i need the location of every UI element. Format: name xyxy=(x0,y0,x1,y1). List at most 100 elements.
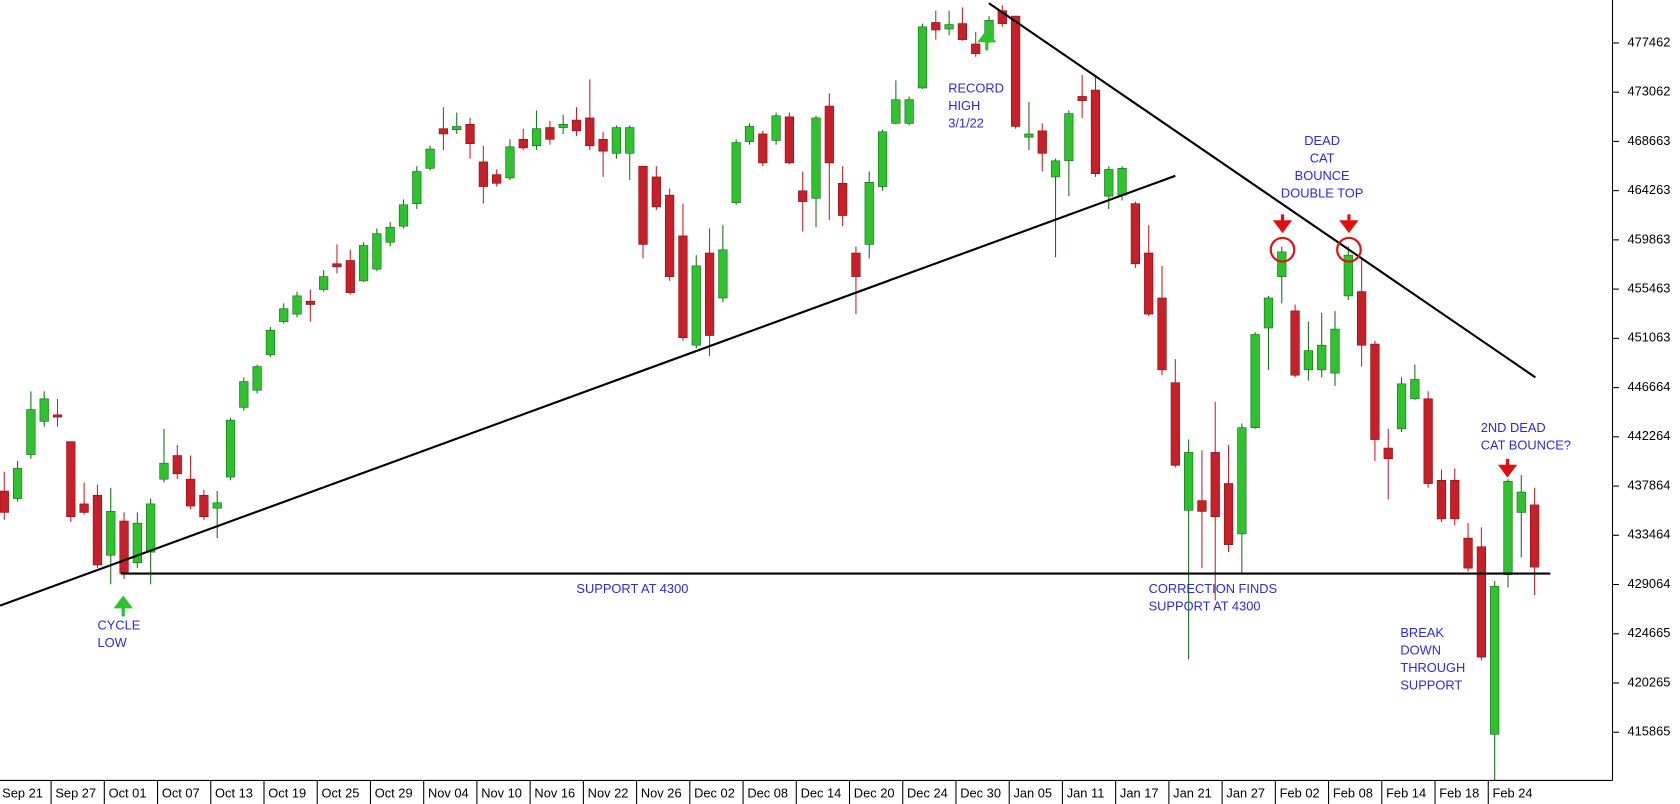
candle-body xyxy=(1037,130,1047,154)
candle-body xyxy=(997,10,1007,24)
candle-body xyxy=(1317,344,1327,371)
candle-body xyxy=(731,142,741,203)
candle-body xyxy=(159,462,169,480)
x-tick-label: Feb 02 xyxy=(1280,786,1320,801)
x-tick-label: Oct 01 xyxy=(109,786,147,801)
highlight-circle xyxy=(1269,236,1296,263)
candle-body xyxy=(665,194,675,277)
candle-body xyxy=(1277,251,1287,277)
candle-body xyxy=(1530,504,1540,568)
candle-body xyxy=(52,414,63,418)
annotation: DEAD xyxy=(1304,133,1340,148)
candle-body xyxy=(864,181,874,245)
candle-body xyxy=(1223,483,1234,545)
candle-body xyxy=(1370,343,1380,440)
candle-body xyxy=(252,366,262,391)
candle-body xyxy=(1383,447,1393,460)
candle-body xyxy=(824,105,834,164)
down-arrow xyxy=(1339,214,1359,234)
candle-body xyxy=(678,235,688,339)
x-tick-label: Oct 29 xyxy=(375,786,413,801)
x-tick-label: Jan 21 xyxy=(1173,786,1212,801)
candle-body xyxy=(957,23,968,40)
candle-body xyxy=(1077,96,1087,102)
candle-body xyxy=(1064,113,1074,162)
x-tick-label: Dec 02 xyxy=(694,786,735,801)
candle-body xyxy=(798,190,808,202)
candle-body xyxy=(505,146,515,179)
x-tick-label: Sep 27 xyxy=(55,786,96,801)
candle-body xyxy=(1423,398,1433,484)
candle-body xyxy=(891,99,901,124)
annotation: RECORD xyxy=(948,80,1004,95)
y-tick-label: 424665 xyxy=(1627,625,1670,640)
y-tick-label: 437864 xyxy=(1627,477,1670,492)
y-tick-label: 429064 xyxy=(1627,576,1670,591)
candle-body xyxy=(1250,334,1260,429)
annotation: THROUGH xyxy=(1400,660,1465,675)
candle-body xyxy=(1144,252,1154,315)
candle-body xyxy=(917,26,928,89)
x-tick-label: Sep 21 xyxy=(2,786,43,801)
candle-body xyxy=(784,116,795,164)
x-tick-label: Dec 14 xyxy=(801,786,842,801)
candle-body xyxy=(185,478,196,507)
candle-body xyxy=(904,99,914,124)
y-tick-label: 468663 xyxy=(1627,133,1670,148)
annotation: SUPPORT xyxy=(1400,677,1462,692)
annotation: DOUBLE TOP xyxy=(1281,185,1363,200)
candle-body xyxy=(12,468,23,499)
candle-body xyxy=(744,126,755,142)
annotation: CAT BOUNCE? xyxy=(1481,438,1571,453)
candle-body xyxy=(319,276,329,290)
candle-body xyxy=(1011,15,1021,127)
candle-body xyxy=(492,174,502,184)
candle-body xyxy=(518,138,528,149)
x-tick-label: Nov 10 xyxy=(481,786,522,801)
trend-line xyxy=(0,174,1176,607)
candle-body xyxy=(26,409,36,455)
candle-body xyxy=(545,127,555,140)
annotation: DOWN xyxy=(1400,642,1441,657)
annotation: BOUNCE xyxy=(1295,168,1350,183)
candle-body xyxy=(611,127,622,154)
candle-body xyxy=(305,300,315,305)
y-tick-label: 420265 xyxy=(1627,674,1670,689)
candle-body xyxy=(1290,310,1300,376)
candle-body xyxy=(638,165,648,245)
candle-body xyxy=(931,22,941,31)
candle-body xyxy=(372,233,382,270)
candle-body xyxy=(292,295,302,315)
y-tick-label: 446664 xyxy=(1627,379,1670,394)
candle-body xyxy=(851,252,861,277)
y-tick-label: 459863 xyxy=(1627,231,1670,246)
annotation: 3/1/22 xyxy=(948,115,984,130)
candle-body xyxy=(1170,382,1180,466)
candle-body xyxy=(79,503,89,513)
x-tick-label: Jan 11 xyxy=(1067,786,1105,801)
candle-body xyxy=(66,441,76,518)
candle-body xyxy=(398,204,409,227)
candle-body xyxy=(279,308,289,322)
candle-body xyxy=(1476,546,1486,658)
x-tick-label: Nov 26 xyxy=(641,786,682,801)
x-tick-label: Feb 08 xyxy=(1333,786,1373,801)
down-arrow xyxy=(1272,214,1293,234)
candle-body xyxy=(172,455,182,475)
x-tick-label: Oct 07 xyxy=(162,786,200,801)
candle-body xyxy=(1490,586,1500,735)
annotation: BREAK xyxy=(1400,625,1444,640)
annotation: CYCLE xyxy=(98,617,141,632)
candle-body xyxy=(1210,452,1220,518)
candle-body xyxy=(146,503,156,553)
y-tick-label: 473062 xyxy=(1627,84,1670,99)
candle-body xyxy=(718,249,728,299)
candle-body xyxy=(1516,491,1526,513)
candle-body xyxy=(478,161,488,187)
candle-body xyxy=(332,263,342,268)
candle-body xyxy=(1396,383,1407,430)
candle-body xyxy=(1090,89,1101,174)
candle-body xyxy=(1450,479,1460,520)
